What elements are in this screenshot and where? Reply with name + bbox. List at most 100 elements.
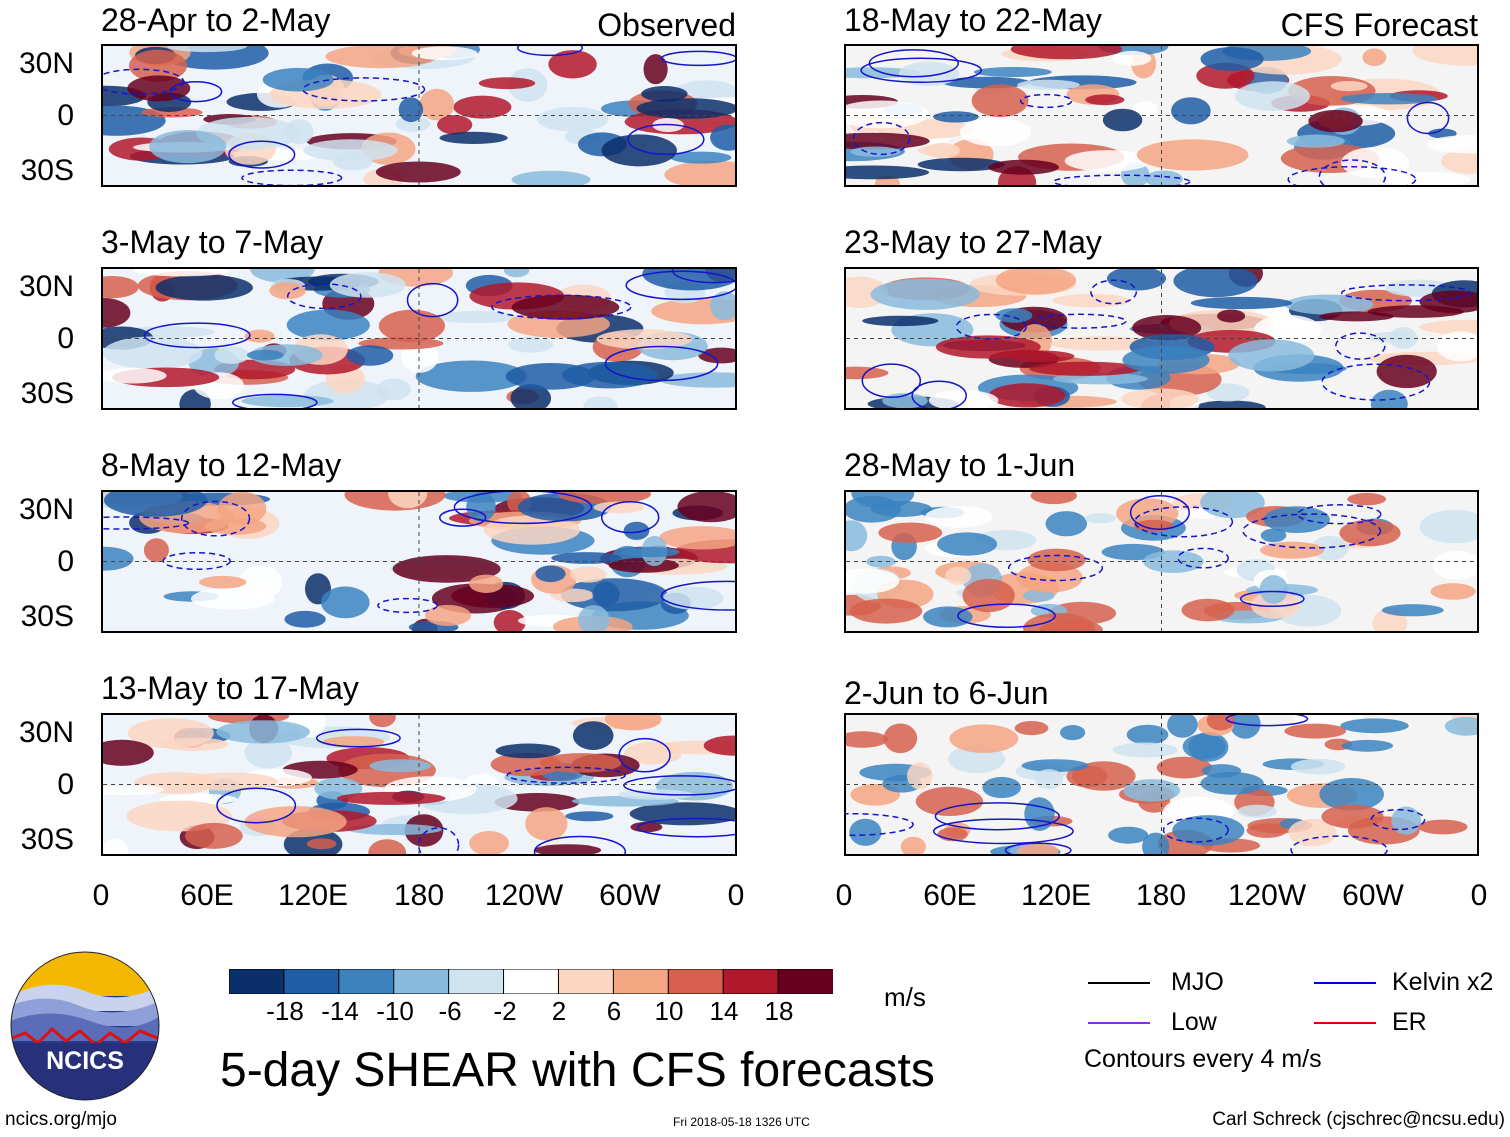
shear-map <box>844 44 1479 187</box>
footer-link[interactable]: ncics.org/mjo <box>5 1109 117 1130</box>
shear-blob <box>973 67 1052 77</box>
shear-field <box>103 715 735 854</box>
shear-blob <box>216 720 310 744</box>
shear-blob <box>199 575 247 589</box>
shear-blob <box>658 526 735 550</box>
lat-tick-0: 0 <box>57 545 74 578</box>
shear-blob <box>900 836 926 854</box>
shear-blob <box>160 737 229 751</box>
shear-blob <box>1194 400 1266 408</box>
kelvin-contour <box>516 46 584 57</box>
kelvin-contour <box>1370 808 1426 831</box>
shear-blob <box>244 806 347 838</box>
shear-blob <box>641 86 688 102</box>
lon-tick: 0 <box>1470 879 1488 912</box>
shear-blob <box>907 762 933 790</box>
shear-blob <box>103 784 165 796</box>
colorbar-tick: -14 <box>321 996 359 1026</box>
shear-blob <box>1259 575 1288 604</box>
shear-blob <box>1339 519 1401 547</box>
shear-blob <box>1321 804 1384 829</box>
colorbar-swatch <box>503 968 560 995</box>
kelvin-contour <box>627 123 705 156</box>
shear-blob <box>1330 81 1368 92</box>
shear-blob <box>1412 46 1477 66</box>
shear-blob <box>995 308 1033 323</box>
shear-blob <box>1145 170 1183 185</box>
legend-label-low: Low <box>1171 1008 1217 1036</box>
colorbar-tick: 14 <box>709 996 739 1026</box>
shear-blob <box>1182 733 1226 760</box>
shear-blob <box>134 269 230 277</box>
kelvin-contour <box>1004 842 1072 854</box>
shear-blob <box>593 501 645 514</box>
shear-blob <box>191 587 275 610</box>
shear-blob <box>507 336 554 353</box>
colorbar-tick: 18 <box>764 996 794 1026</box>
shear-blob <box>592 581 620 607</box>
shear-blob <box>1132 101 1158 116</box>
lon-tick: 0 <box>92 879 110 912</box>
shear-blob <box>677 492 735 523</box>
shear-map <box>844 713 1479 856</box>
shear-blob <box>369 715 396 728</box>
colorbar-swatch <box>612 968 670 995</box>
shear-blob <box>1260 528 1287 543</box>
shear-blob <box>1200 47 1264 71</box>
shear-blob <box>1122 346 1210 374</box>
shear-blob <box>411 46 478 61</box>
shear-blob <box>659 372 735 388</box>
panel-title: 2-Jun to 6-Jun <box>844 675 1049 711</box>
shear-field <box>103 492 735 631</box>
shear-blob <box>388 492 428 509</box>
shear-blob <box>1376 354 1437 389</box>
shear-blob <box>1444 716 1477 736</box>
shear-blob <box>846 568 900 594</box>
kelvin-contour <box>846 812 914 837</box>
shear-blob <box>1341 147 1410 179</box>
kelvin-contour <box>1134 506 1234 538</box>
shear-blob <box>1340 718 1409 734</box>
kelvin-contour <box>636 817 735 838</box>
kelvin-contour <box>1335 332 1386 360</box>
shear-blob <box>466 492 496 522</box>
shear-blob <box>846 366 889 380</box>
legend-swatch-low <box>1088 1022 1150 1024</box>
shear-blob <box>1010 46 1123 60</box>
shear-blob <box>988 159 1059 175</box>
kelvin-contour <box>957 603 1056 629</box>
shear-blob <box>478 77 536 90</box>
colorbar-tick: 6 <box>606 996 622 1026</box>
shear-blob <box>670 151 732 164</box>
shear-blob <box>928 390 999 408</box>
shear-blob <box>495 743 561 759</box>
kelvin-contour <box>406 282 459 318</box>
lat-tick-30s: 30S <box>20 377 74 410</box>
cfs-forecast-label: CFS Forecast <box>1280 7 1478 43</box>
shear-field <box>846 715 1477 854</box>
shear-blob <box>629 802 735 826</box>
shear-blob <box>1167 715 1198 738</box>
colorbar-tick: 10 <box>654 996 684 1026</box>
shear-blob <box>1391 806 1422 835</box>
observed-label: Observed <box>597 7 736 43</box>
lat-tick-0: 0 <box>57 768 74 801</box>
shear-field <box>846 269 1477 408</box>
shear-blob <box>1143 550 1204 573</box>
shear-blob <box>878 522 943 543</box>
shear-blob <box>437 115 473 135</box>
shear-blob <box>1052 373 1149 385</box>
shear-blob <box>1263 506 1330 533</box>
shear-blob <box>846 132 930 150</box>
shear-blob <box>663 586 724 610</box>
kelvin-contour <box>852 121 911 156</box>
kelvin-contour <box>934 802 1060 831</box>
shear-blob <box>347 824 442 835</box>
kelvin-contour <box>180 500 251 537</box>
shear-blob <box>1260 541 1325 559</box>
lon-tick: 120W <box>484 879 564 912</box>
legend-label-mjo: MJO <box>1171 968 1224 996</box>
shear-blob <box>1172 815 1245 846</box>
shear-blob <box>490 752 562 777</box>
shear-blob <box>937 532 998 556</box>
